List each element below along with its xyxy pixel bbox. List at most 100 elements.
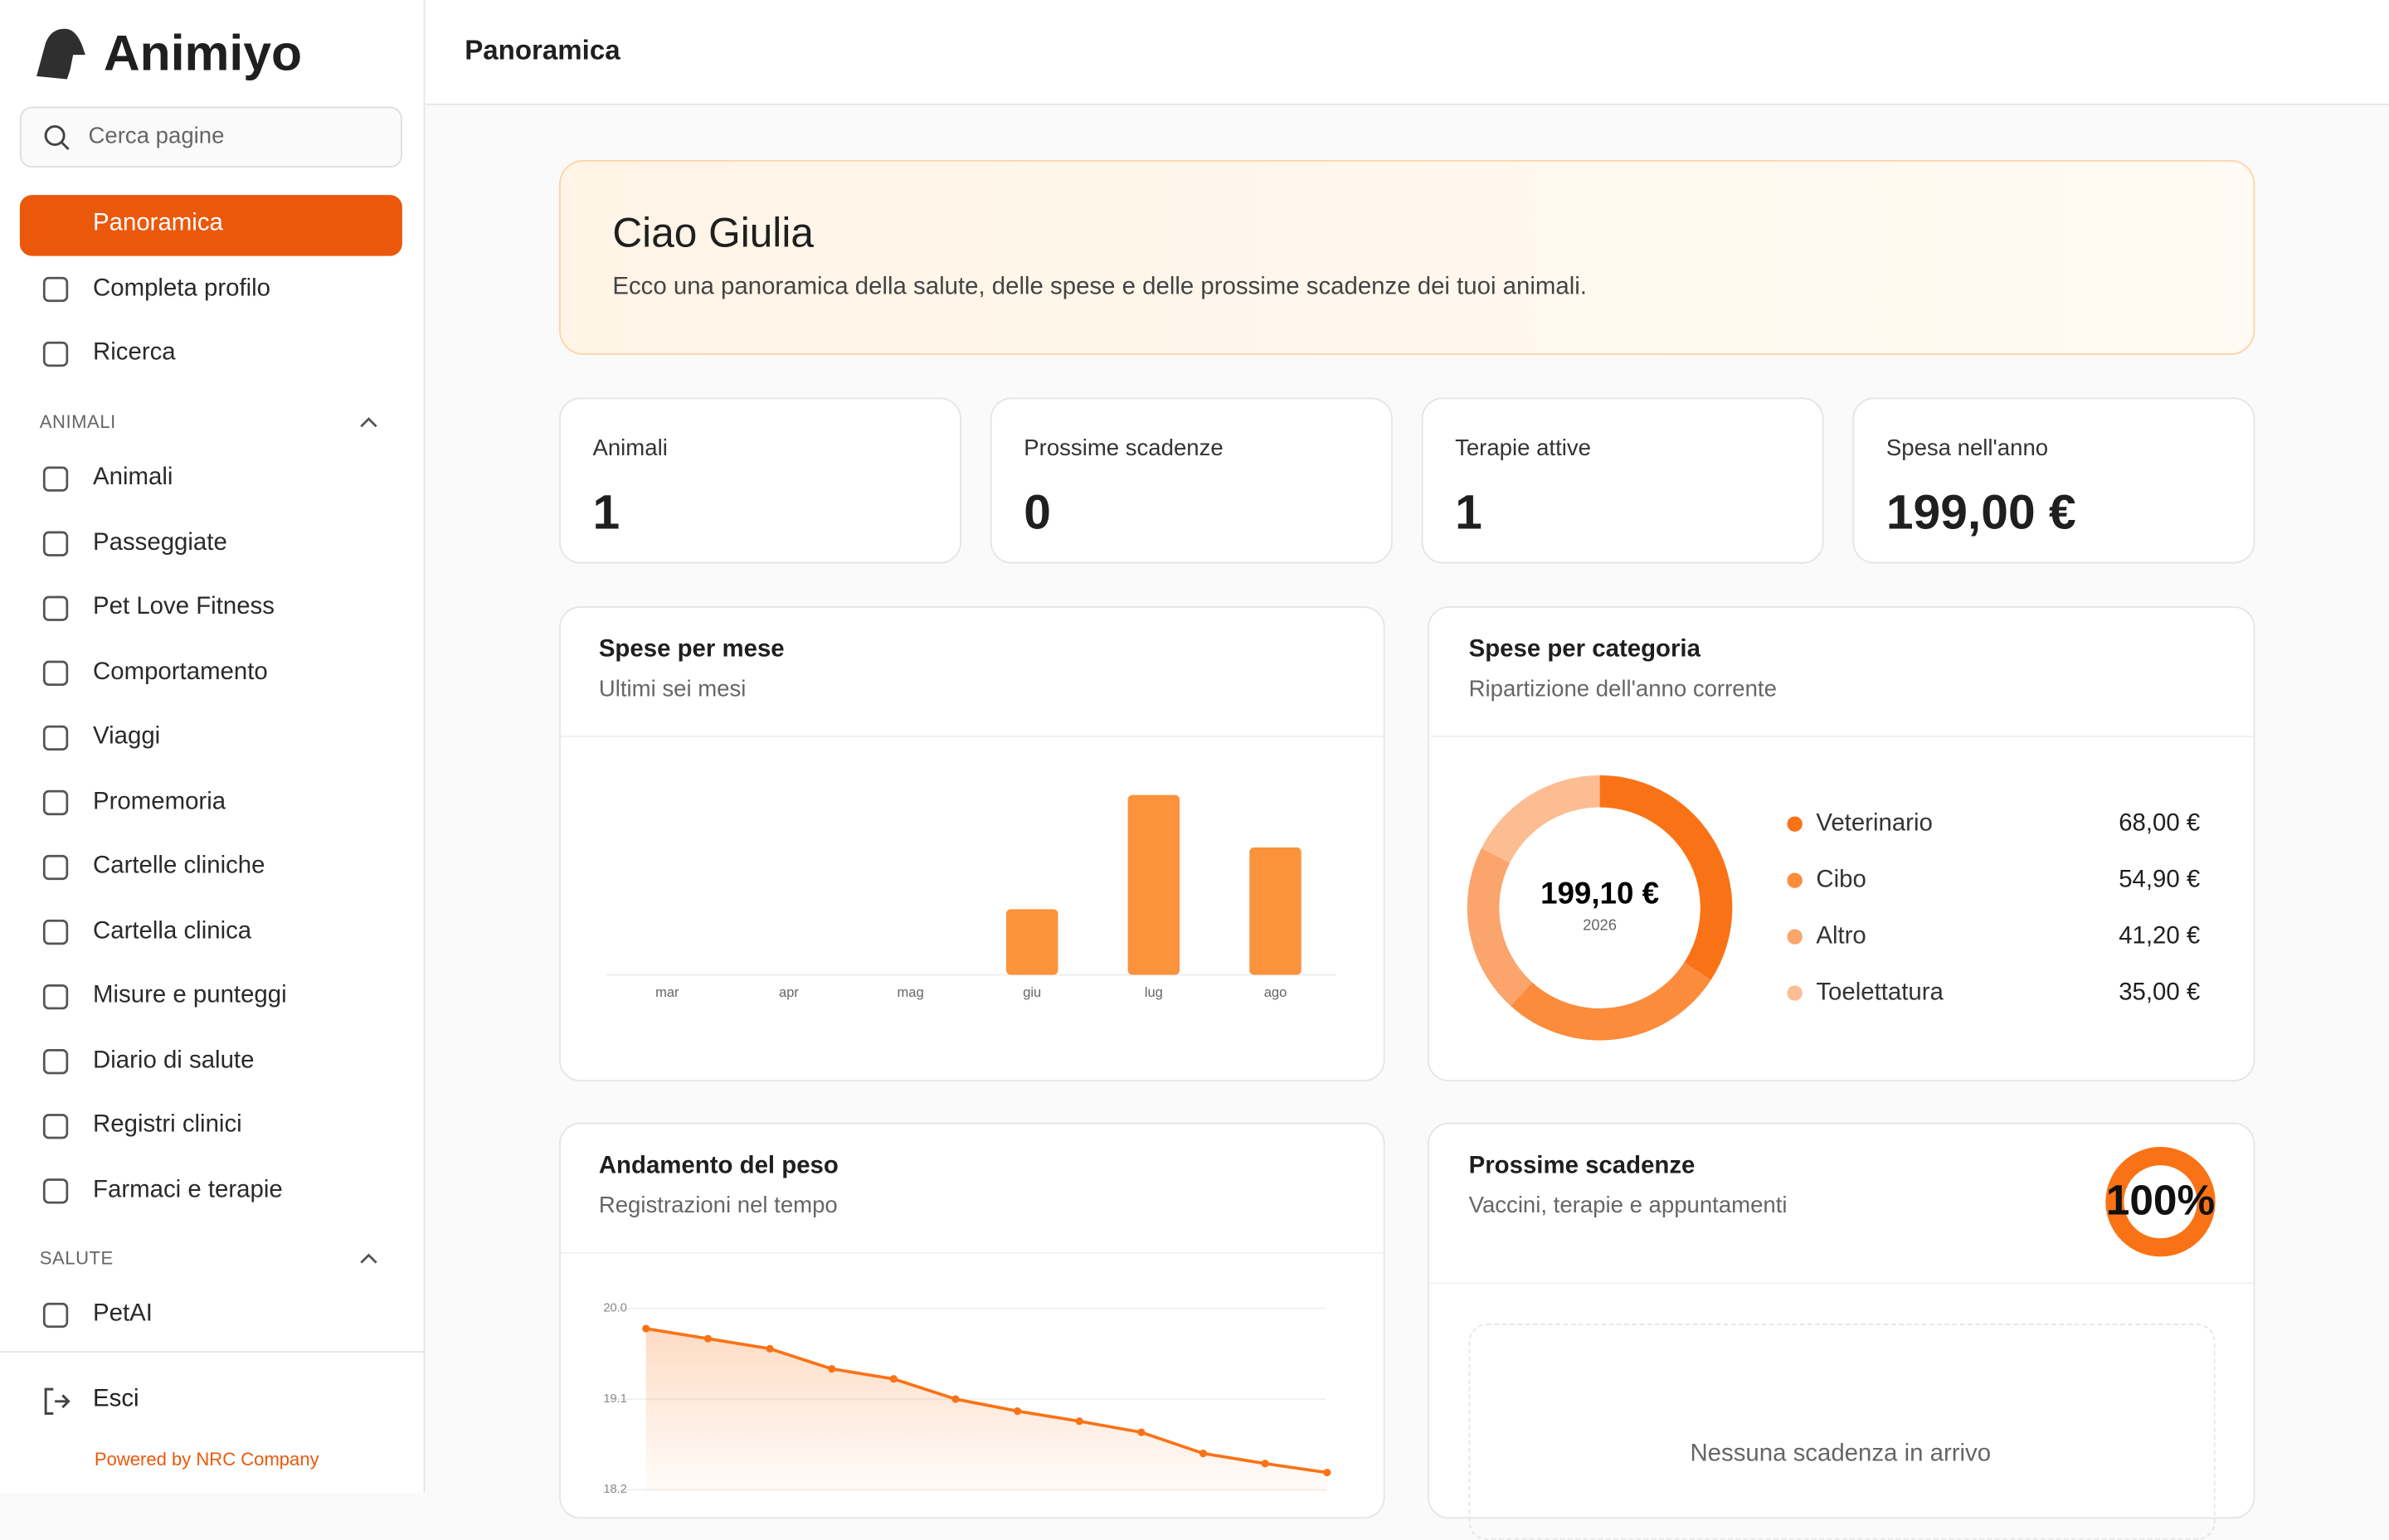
donut-center: 199,10 € [1540,877,1659,911]
donut-slice [1511,962,1711,1041]
y-tick-label: 19.1 [603,1392,627,1406]
section-title: ANIMALI [39,411,116,433]
nav-item[interactable]: Panoramica [93,210,223,236]
nav-icon [42,276,69,303]
chart-subtitle: Ripartizione dell'anno corrente [1468,676,1777,702]
nav-icon [42,984,69,1010]
point [766,1344,774,1353]
legend-label: Cibo [1816,865,1866,892]
nav-icon [42,725,69,751]
stat-card [990,397,1393,564]
stat-value: 0 [1024,484,1051,540]
nav-item[interactable]: Promemoria [93,788,226,814]
legend-dot [1787,929,1803,945]
nav-icon [42,1302,69,1329]
point [1323,1469,1331,1477]
nav-item[interactable]: Comportamento [93,658,268,685]
search-box[interactable] [19,106,402,168]
stat-label: Terapie attive [1455,435,1591,462]
nav-icon [42,854,69,881]
y-tick-label: 20.0 [603,1302,627,1315]
logout[interactable]: Esci [93,1386,139,1412]
stat-label: Prossime scadenze [1024,435,1224,462]
divider [0,1351,424,1353]
chart-title: Andamento del peso [598,1153,839,1179]
upcoming-title: Prossime scadenze [1468,1153,1696,1179]
chart-card [1428,606,2255,1082]
nav-item[interactable]: Diario di salute [93,1047,255,1073]
chevron [360,417,377,428]
x-tick-label: giu [1023,984,1041,1000]
greeting-title: Ciao Giulia [612,210,814,256]
search-icon [44,124,70,151]
chart-subtitle: Ultimi sei mesi [598,676,747,702]
donut-slice [1481,775,1600,863]
nav-item[interactable]: Cartelle cliniche [93,853,265,879]
charts: mar apr mag giu lug ago Veterinario 68,00 € Cibo… [42,276,2221,1493]
nav-icon [42,466,69,492]
logout-icon [44,1387,71,1415]
nav-icon [42,595,69,621]
stat-value: 1 [1455,484,1482,540]
nav-item[interactable]: Cartella clinica [93,917,252,944]
chart-title: Spese per categoria [1468,636,1701,663]
legend-value: 54,90 € [2119,865,2200,892]
point [642,1324,650,1333]
point [703,1334,713,1343]
nav-icon [42,1178,69,1204]
nav-item[interactable]: Registri clinici [93,1111,242,1139]
nav-item[interactable]: Ricerca [93,339,176,366]
bar [1249,847,1302,975]
legend-value: 68,00 € [2119,809,2200,836]
chart-subtitle: Registrazioni nel tempo [598,1193,838,1219]
x-tick-label: ago [1264,984,1287,1000]
nav-active[interactable] [19,195,402,256]
nav-icon [42,1049,69,1075]
legend-dot [1787,872,1803,888]
header [425,0,2389,105]
stat-card [1421,397,1824,564]
legend-value: 35,00 € [2119,978,2200,1005]
upcoming-subtitle: Vaccini, terapie e appuntamenti [1468,1193,1788,1219]
progress-label: 100% [2106,1176,2215,1224]
divider [560,1251,1384,1254]
greeting-card [559,159,2255,355]
stat-label: Animali [592,435,668,462]
point [1199,1450,1208,1458]
point [828,1365,836,1373]
section-title: SALUTE [39,1247,114,1269]
nav-item[interactable]: Farmaci e terapie [93,1176,283,1203]
nav-item[interactable]: Viaggi [93,723,161,750]
nav-item[interactable]: PetAI [93,1300,153,1327]
nav-item[interactable]: Completa profilo [93,274,271,301]
divider [560,736,1384,737]
x-tick-label: mag [898,984,924,1000]
legend-dot [1787,985,1803,1001]
nav-icon [42,1114,69,1139]
greeting-text: Ecco una panoramica della salute, delle … [612,274,1587,300]
point [951,1395,960,1403]
stat-card [559,397,961,564]
nav-icon [42,789,69,816]
chart-card [559,606,1385,1082]
nav-item[interactable]: Pet Love Fitness [93,594,275,620]
nav-icon [42,531,69,556]
nav-icon [42,660,69,686]
nav-item[interactable]: Animali [93,464,173,491]
donut-subcenter: 2026 [1583,916,1617,934]
nav-icon [42,919,69,945]
donut-slice [1467,848,1533,1007]
legend-label: Veterinario [1816,809,1932,836]
nav-item[interactable]: Passeggiate [93,529,227,556]
stat-value: 1 [592,484,620,540]
divider [1428,1282,2254,1285]
footer: Powered by NRC Company [94,1448,319,1470]
stat-label: Spesa nell'anno [1885,435,2049,462]
x-tick-label: apr [779,984,799,1000]
area [645,1329,1327,1493]
line [645,1327,1328,1474]
legend-dot [1787,816,1803,832]
header-title: Panoramica [465,35,620,66]
empty-text: Nessuna scadenza in arrivo [1690,1440,1992,1467]
nav-item[interactable]: Misure e punteggi [93,982,287,1008]
